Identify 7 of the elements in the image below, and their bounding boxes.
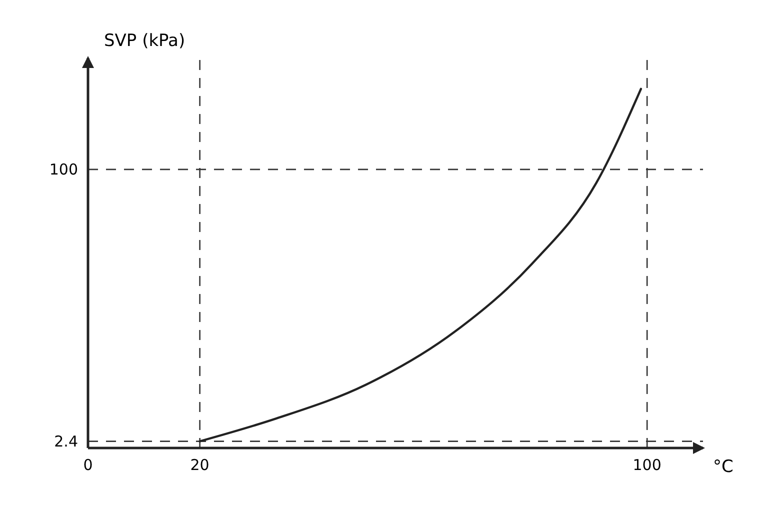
line-series <box>198 88 642 442</box>
y-tick-label: 2.4 <box>54 432 78 451</box>
y-axis-title: SVP (kPa) <box>104 31 186 51</box>
x-axis-title: °C <box>713 457 734 477</box>
x-tick-label: 0 <box>83 456 93 474</box>
x-tick-label: 20 <box>190 456 210 474</box>
x-tick-label: 100 <box>632 456 662 474</box>
